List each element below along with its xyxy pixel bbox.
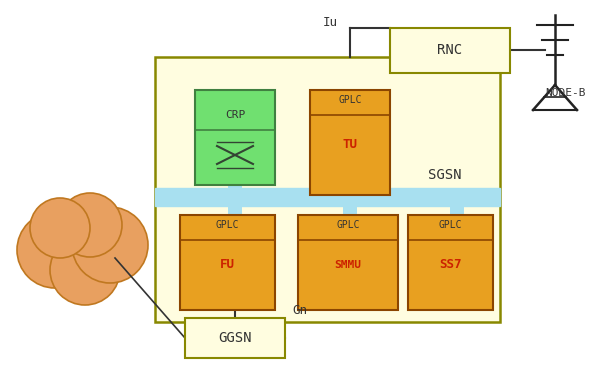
Bar [155, 57, 500, 322]
Bar [343, 206, 357, 306]
Text: TU: TU [342, 139, 358, 151]
Text: Gn: Gn [292, 303, 307, 317]
Text: SS7: SS7 [439, 258, 461, 272]
Bar [343, 90, 357, 188]
Circle shape [17, 212, 93, 288]
Text: Iu: Iu [322, 16, 337, 28]
Bar [450, 206, 464, 306]
Text: GPLC: GPLC [336, 220, 360, 230]
Text: RNC: RNC [437, 43, 463, 57]
Bar [408, 215, 493, 310]
Bar [180, 215, 275, 310]
Circle shape [50, 235, 120, 305]
Text: NODE-B: NODE-B [545, 88, 586, 98]
Text: GGSN: GGSN [218, 331, 252, 345]
Bar [228, 206, 242, 306]
Bar [310, 90, 390, 195]
Text: GPLC: GPLC [438, 220, 461, 230]
Text: CRP: CRP [225, 110, 245, 120]
Text: SGSN: SGSN [428, 168, 461, 182]
Circle shape [30, 198, 90, 258]
Circle shape [58, 193, 122, 257]
Text: GPLC: GPLC [338, 95, 362, 105]
Text: GPLC: GPLC [215, 220, 239, 230]
Bar [228, 90, 242, 188]
Bar [195, 90, 275, 185]
Bar [155, 188, 500, 206]
Circle shape [72, 207, 148, 283]
Bar [390, 28, 510, 73]
Text: FU: FU [219, 258, 235, 272]
Bar [298, 215, 398, 310]
Bar [185, 318, 285, 358]
Text: SMMU: SMMU [334, 260, 362, 270]
